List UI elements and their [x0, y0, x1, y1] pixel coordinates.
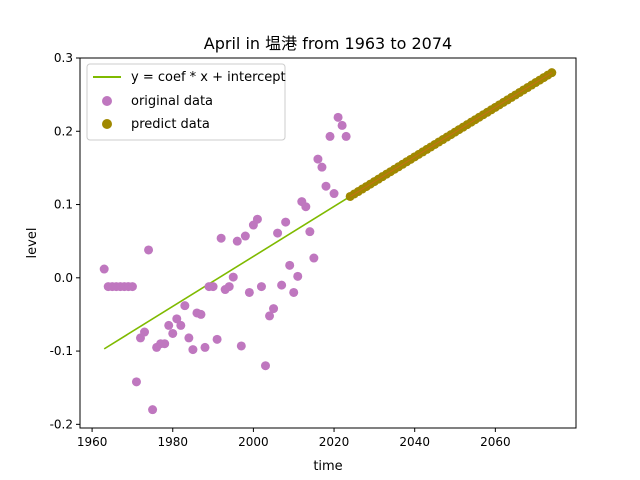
original-data-point [273, 228, 283, 238]
original-data-point [301, 202, 311, 212]
original-data-point [289, 287, 299, 297]
y-tick-label: -0.1 [50, 344, 73, 358]
legend-label-predict: predict data [131, 117, 210, 132]
y-tick-label: 0.0 [54, 271, 73, 285]
chart-title: April in 塭港 from 1963 to 2074 [204, 34, 452, 53]
original-data-point [180, 301, 190, 311]
original-data-point [99, 264, 109, 274]
original-data-point [333, 112, 343, 122]
legend: y = coef * x + intercept original data p… [86, 63, 286, 141]
regression-line [103, 195, 351, 350]
original-data-point [281, 217, 291, 227]
original-data-point [212, 334, 222, 344]
original-data-point [321, 181, 331, 191]
x-tick-label: 2040 [399, 435, 430, 449]
legend-marker-predict [102, 119, 112, 129]
x-tick-label: 1960 [77, 435, 108, 449]
original-data-point [240, 231, 250, 241]
y-axis: -0.2 -0.1 0.0 0.1 0.2 0.3 [50, 51, 80, 431]
original-data-point [277, 280, 287, 290]
original-data-point [196, 309, 206, 319]
original-data-point [216, 233, 226, 243]
regression-line-layer [103, 195, 351, 350]
legend-label-line: y = coef * x + intercept [131, 70, 286, 85]
original-data-point [269, 304, 279, 314]
original-data-point [244, 287, 254, 297]
x-tick-label: 1980 [157, 435, 188, 449]
original-data-point [164, 320, 174, 330]
predict-trend-line [349, 72, 553, 197]
y-tick-label: -0.2 [50, 417, 73, 431]
original-data-point [168, 328, 178, 338]
original-data-point [144, 245, 154, 255]
legend-label-original: original data [131, 94, 213, 109]
original-data-point [184, 333, 194, 343]
original-data-layer [99, 112, 351, 415]
y-axis-label: level [25, 228, 40, 259]
original-data-point [188, 345, 198, 355]
original-data-point [337, 120, 347, 130]
legend-marker-original [102, 96, 112, 106]
original-data-point [265, 311, 275, 321]
original-data-point [140, 327, 150, 337]
x-tick-label: 2020 [319, 435, 350, 449]
plot-frame [79, 57, 577, 429]
original-data-point [148, 405, 158, 415]
original-data-point [329, 189, 339, 199]
predict-data-layer [345, 68, 557, 201]
original-data-point [176, 320, 186, 330]
x-axis: 1960 1980 2000 2020 2040 2060 [77, 428, 511, 449]
original-data-point [285, 260, 295, 270]
original-data-point [309, 253, 319, 263]
original-data-point [341, 131, 351, 141]
original-data-point [256, 282, 266, 292]
original-data-point [131, 377, 141, 387]
original-data-point [260, 361, 270, 371]
original-data-point [200, 342, 210, 352]
x-tick-label: 2060 [480, 435, 511, 449]
original-data-point [228, 272, 238, 282]
y-tick-label: 0.3 [54, 51, 73, 65]
y-tick-label: 0.1 [54, 198, 73, 212]
original-data-point [305, 227, 315, 237]
original-data-point [293, 271, 303, 281]
original-data-point [236, 341, 246, 351]
original-data-point [172, 314, 182, 324]
original-data-point [252, 214, 262, 224]
y-tick-label: 0.2 [54, 124, 73, 138]
original-data-point [208, 282, 218, 292]
x-tick-label: 2000 [238, 435, 269, 449]
original-data-point [317, 162, 327, 172]
original-data-point [160, 339, 170, 349]
x-axis-label: time [313, 459, 342, 474]
original-data-point [224, 282, 234, 292]
original-data-point [127, 282, 137, 292]
original-data-point [232, 236, 242, 246]
legend-box [86, 63, 286, 141]
original-data-point [325, 131, 335, 141]
original-data-point [313, 154, 323, 164]
